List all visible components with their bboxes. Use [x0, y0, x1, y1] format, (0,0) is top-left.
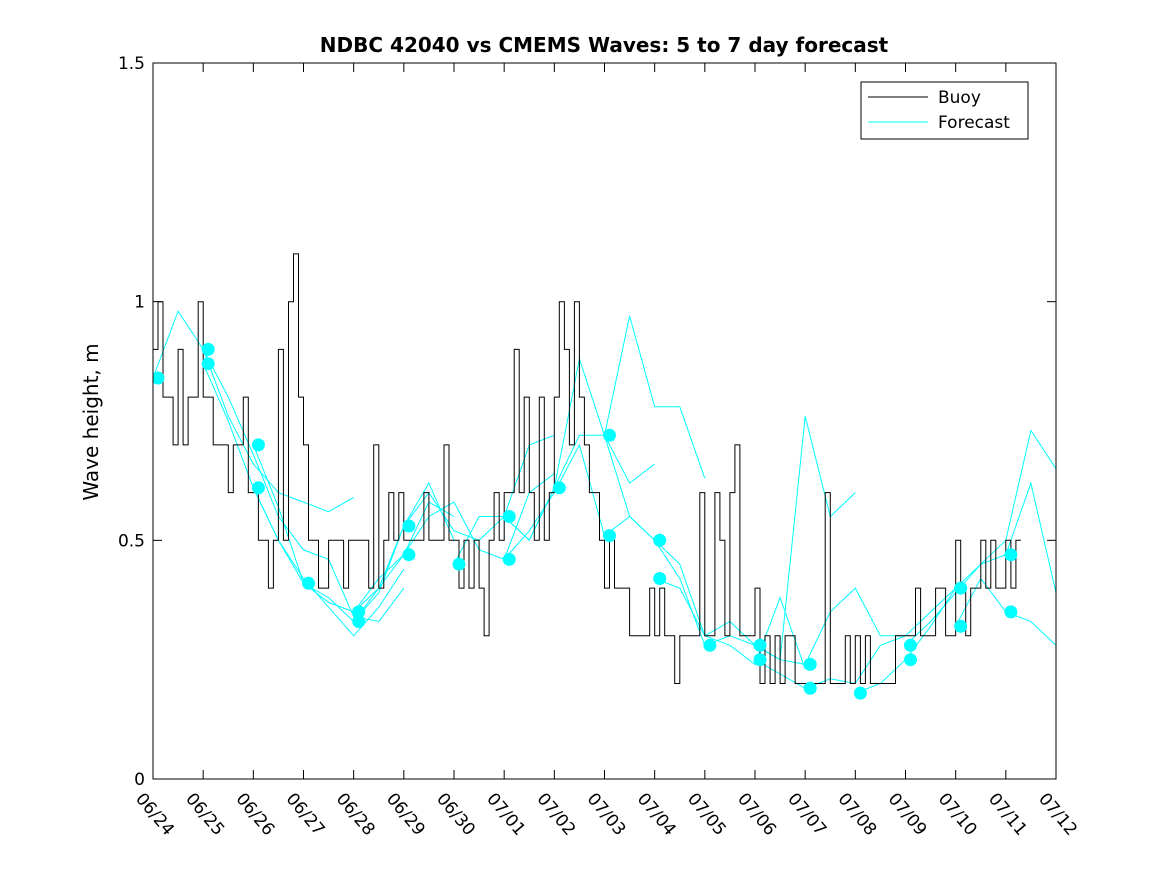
forecast-line-3: [202, 363, 405, 637]
y-axis-label: Wave height, m: [79, 343, 103, 500]
legend-buoy-label: Buoy: [938, 88, 981, 108]
y-tick-label: 1.5: [118, 54, 145, 74]
forecast-marker: [653, 533, 667, 547]
forecast-line-7: [353, 473, 555, 622]
forecast-marker: [803, 681, 817, 695]
forecast-marker: [402, 548, 416, 562]
forecast-marker: [703, 638, 717, 652]
forecast-marker: [603, 428, 616, 442]
forecast-marker: [853, 686, 867, 700]
forecast-marker: [302, 576, 315, 590]
forecast-line-1: [153, 310, 354, 513]
forecast-marker: [753, 653, 767, 667]
forecast-marker: [153, 371, 165, 385]
forecast-marker: [402, 519, 416, 533]
y-tick-label: 0.5: [118, 531, 145, 551]
forecast-marker: [251, 438, 265, 452]
forecast-marker: [904, 653, 917, 667]
forecast-marker: [352, 615, 366, 628]
forecast-marker: [251, 481, 265, 495]
forecast-marker: [201, 357, 215, 371]
forecast-marker: [502, 510, 516, 523]
forecast-marker: [502, 552, 516, 566]
plot-content: [153, 253, 1056, 700]
y-tick-label: 1: [134, 293, 145, 313]
chart-title: NDBC 42040 vs CMEMS Waves: 5 to 7 day fo…: [320, 33, 889, 57]
forecast-marker: [954, 619, 968, 633]
forecast-marker: [753, 638, 767, 652]
legend: Buoy Forecast: [860, 81, 1029, 140]
y-tick-label: 0: [134, 770, 145, 790]
forecast-marker: [452, 557, 466, 571]
forecast-line-6: [353, 434, 555, 613]
legend-forecast-label: Forecast: [938, 113, 1010, 133]
y-axis: 0 0.5 1 1.5: [118, 54, 1056, 790]
legend-box: [860, 81, 1029, 140]
forecast-marker: [803, 657, 817, 671]
forecast-marker: [552, 481, 566, 495]
forecast-marker: [1004, 548, 1018, 562]
forecast-marker: [904, 638, 917, 652]
buoy-line: [153, 253, 1021, 684]
forecast-marker: [954, 581, 968, 595]
forecast-marker: [653, 572, 667, 585]
forecast-marker: [352, 605, 366, 619]
forecast-line-2: [202, 349, 405, 623]
forecast-marker: [603, 529, 616, 543]
forecast-marker: [201, 342, 215, 356]
forecast-marker: [1004, 605, 1018, 619]
